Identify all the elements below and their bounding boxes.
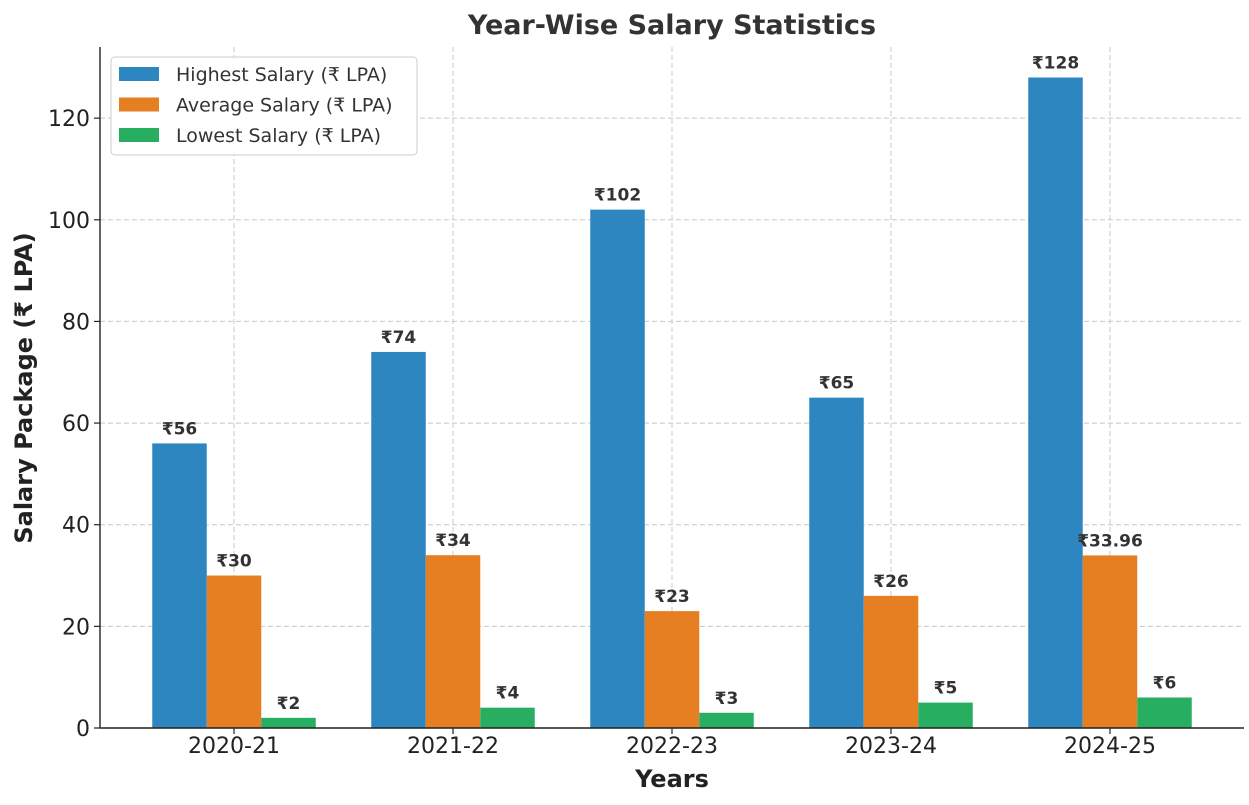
axes: 0 20 40 60 80 100 120 2020-21 2021-22 2022-23 2023… [48, 47, 1244, 759]
value-label: ₹4 [496, 684, 520, 704]
x-tick-label: 2020-21 [188, 734, 280, 759]
legend-label: Average Salary (₹ LPA) [176, 95, 393, 117]
value-label: ₹34 [435, 531, 471, 551]
bar-lowest-2020-21 [261, 717, 316, 728]
bar-highest-2022-23 [590, 209, 645, 729]
bar-highest-2021-22 [371, 351, 426, 728]
legend-swatch [119, 67, 159, 81]
value-label: ₹5 [934, 679, 958, 699]
bar-lowest-2023-24 [918, 702, 973, 728]
bar-highest-2023-24 [809, 397, 864, 728]
x-axis-label: Years [634, 765, 709, 793]
x-tick-label: 2022-23 [626, 734, 718, 759]
y-tick-label: 60 [62, 412, 90, 437]
value-label: ₹56 [162, 419, 198, 439]
y-tick-label: 0 [76, 717, 90, 742]
value-label: ₹26 [873, 572, 909, 592]
legend-swatch [119, 128, 159, 142]
x-tick-label: 2023-24 [845, 734, 937, 759]
value-label: ₹30 [216, 552, 252, 572]
x-tick-label: 2024-25 [1064, 734, 1156, 759]
legend-swatch [119, 97, 159, 112]
value-label: ₹128 [1032, 53, 1079, 73]
value-label: ₹74 [381, 328, 417, 348]
bar-lowest-2021-22 [480, 707, 535, 728]
legend-label: Highest Salary (₹ LPA) [176, 64, 387, 86]
value-label: ₹65 [819, 374, 855, 394]
legend: Highest Salary (₹ LPA) Average Salary (₹ … [110, 56, 418, 156]
bar-average-2020-21 [206, 575, 262, 728]
value-labels-group: ₹56 ₹74 ₹102 ₹65 ₹128 ₹30 ₹34 ₹23 ₹26 ₹33.96 ₹2 ₹4 ₹… [162, 53, 1177, 713]
y-tick-label: 20 [62, 615, 90, 640]
legend-box [110, 56, 418, 156]
bar-highest-2024-25 [1028, 77, 1083, 728]
bar-average-2021-22 [425, 555, 481, 728]
y-axis-label: Salary Package (₹ LPA) [10, 232, 38, 543]
bar-average-2022-23 [644, 611, 700, 728]
value-label: ₹6 [1153, 674, 1177, 694]
chart-title: Year-Wise Salary Statistics [467, 10, 876, 41]
bar-lowest-2022-23 [699, 712, 754, 728]
bars-group [152, 77, 1192, 729]
value-label: ₹33.96 [1077, 531, 1143, 551]
bar-highest-2020-21 [152, 443, 207, 728]
bar-average-2024-25 [1082, 555, 1138, 728]
bar-average-2023-24 [863, 595, 919, 728]
value-label: ₹3 [715, 689, 739, 709]
value-label: ₹2 [277, 694, 301, 714]
y-tick-label: 100 [48, 209, 90, 234]
bar-lowest-2024-25 [1137, 697, 1192, 728]
value-label: ₹23 [654, 587, 690, 607]
y-tick-label: 80 [62, 310, 90, 335]
y-tick-label: 120 [48, 107, 90, 132]
y-tick-label: 40 [62, 514, 90, 539]
legend-label: Lowest Salary (₹ LPA) [176, 125, 381, 147]
x-tick-label: 2021-22 [407, 734, 499, 759]
value-label: ₹102 [594, 186, 641, 206]
